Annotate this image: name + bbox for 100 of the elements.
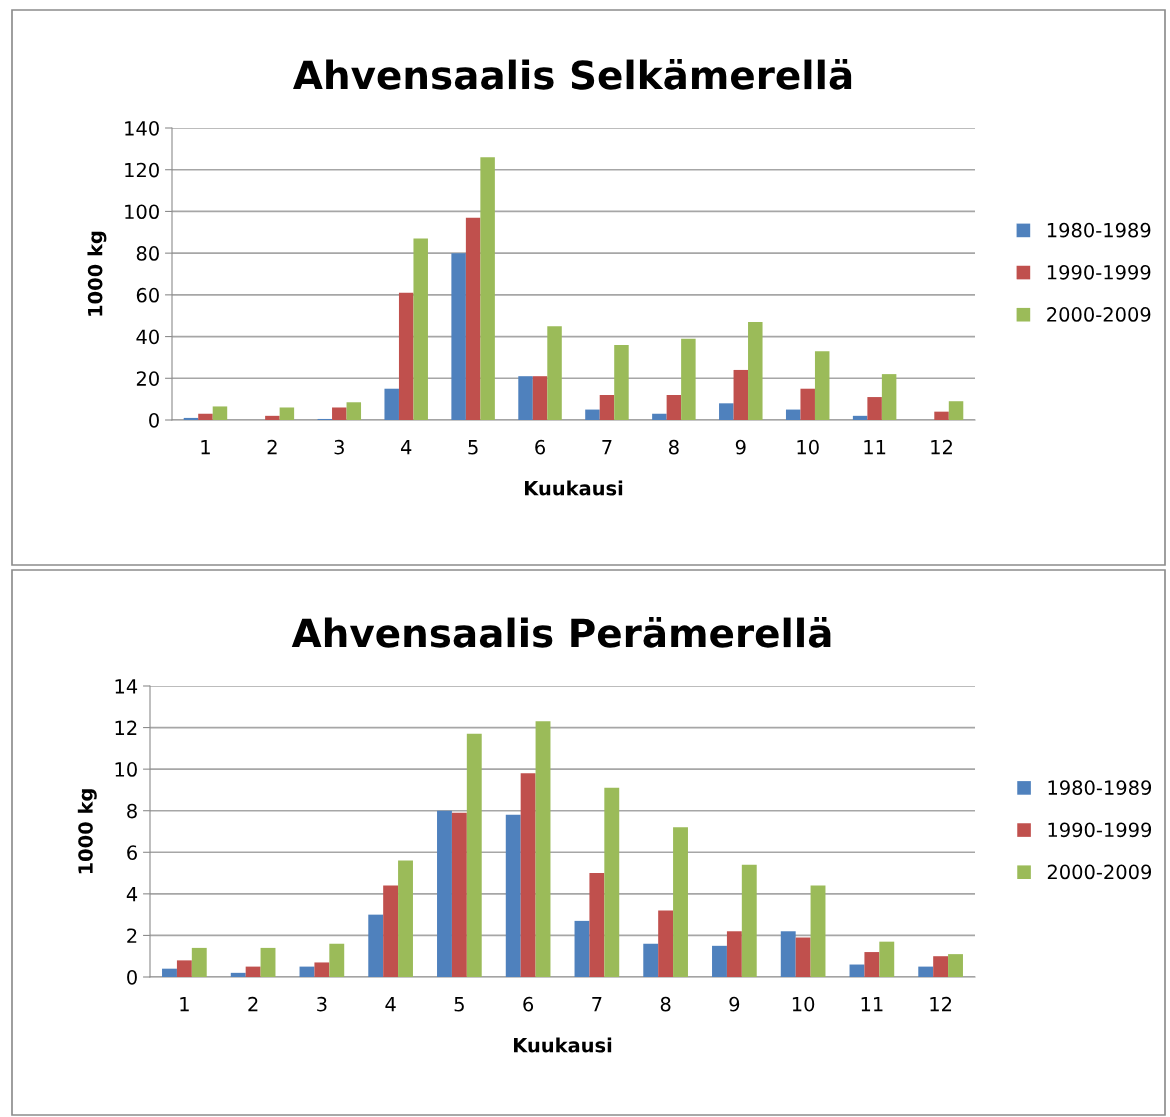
legend-label: 1980-1989 — [1047, 222, 1151, 238]
y-tick-label: 80 — [136, 246, 159, 261]
bar — [614, 344, 629, 420]
bar — [368, 914, 384, 977]
bar — [748, 321, 763, 420]
bar — [535, 721, 551, 977]
bar — [948, 954, 963, 977]
x-tick-label: 11 — [864, 440, 886, 455]
y-tick-label: 100 — [125, 204, 159, 220]
bar — [934, 411, 949, 420]
bar — [810, 885, 826, 977]
bar — [451, 253, 466, 420]
y-tick-label: 0 — [127, 969, 137, 985]
chart-title: Ahvensaalis Selkämerellä — [293, 59, 852, 90]
x-tick-label: 10 — [797, 439, 819, 455]
x-tick-label: 5 — [454, 997, 464, 1012]
y-tick-label: 60 — [136, 287, 159, 303]
bar — [451, 812, 467, 977]
bar — [520, 773, 536, 977]
bar — [741, 864, 757, 977]
bar — [666, 394, 682, 420]
x-tick-label: 4 — [400, 440, 412, 455]
bar — [604, 787, 620, 977]
bar — [726, 931, 742, 977]
bar — [814, 351, 830, 420]
bar — [658, 910, 674, 977]
x-tick-label: 3 — [334, 439, 344, 455]
x-tick-label: 4 — [385, 997, 396, 1012]
y-tick-label: 10 — [115, 762, 137, 777]
x-tick-label: 2 — [248, 996, 258, 1012]
bar — [299, 966, 315, 977]
bar — [198, 413, 213, 420]
bar — [230, 972, 246, 977]
x-tick-label: 2 — [267, 439, 277, 455]
bar — [480, 157, 495, 420]
bar — [933, 956, 949, 977]
bar — [948, 401, 964, 420]
bar — [384, 388, 399, 420]
x-tick-label: 8 — [669, 439, 679, 455]
x-tick-label: 6 — [523, 996, 534, 1012]
y-tick-label: 0 — [149, 412, 159, 428]
bar — [383, 885, 399, 977]
y-tick-label: 140 — [125, 120, 159, 136]
bar — [279, 407, 295, 420]
bar — [585, 409, 600, 420]
y-tick-label: 20 — [136, 371, 159, 386]
x-tick-label: 3 — [317, 996, 327, 1012]
bar — [329, 943, 345, 977]
y-tick-label: 40 — [136, 329, 159, 345]
y-tick-label: 120 — [125, 162, 159, 178]
x-tick-label: 10 — [792, 996, 815, 1012]
bar — [719, 403, 734, 420]
bar — [437, 810, 452, 977]
bar — [265, 415, 280, 420]
bar — [212, 406, 228, 420]
x-tick-label: 9 — [729, 996, 740, 1012]
bar — [465, 217, 481, 420]
y-axis-title: 1000 kg — [87, 231, 107, 316]
bar — [191, 947, 207, 977]
y-tick-label: 6 — [127, 845, 137, 860]
bar — [867, 397, 882, 420]
bar — [780, 931, 796, 977]
bar — [681, 338, 696, 420]
bar — [532, 376, 548, 420]
x-tick-label: 1 — [180, 997, 189, 1012]
bar — [176, 960, 192, 977]
x-tick-label: 11 — [861, 997, 883, 1012]
chart-title: Ahvensaalis Perämerellä — [291, 617, 831, 648]
bar — [346, 402, 362, 420]
bar — [852, 415, 868, 420]
bar — [652, 413, 667, 420]
bar — [398, 292, 414, 420]
bar — [466, 733, 482, 977]
bar — [413, 238, 428, 420]
y-tick-label: 12 — [115, 720, 137, 735]
y-tick-label: 2 — [127, 928, 137, 943]
bar — [864, 952, 880, 977]
y-axis-title: 1000 kg — [77, 789, 97, 874]
bar — [800, 388, 815, 420]
legend-label: 2000-2009 — [1047, 307, 1151, 322]
bar — [795, 937, 811, 977]
y-tick-label: 14 — [115, 679, 138, 694]
bar — [245, 966, 261, 977]
y-tick-label: 8 — [127, 803, 137, 819]
y-tick-label: 4 — [126, 887, 138, 902]
x-tick-label: 12 — [930, 996, 952, 1012]
x-tick-label: 1 — [201, 440, 210, 455]
bar — [162, 968, 177, 977]
x-tick-label: 9 — [735, 439, 746, 455]
legend-label: 2000-2009 — [1047, 864, 1152, 880]
bar — [574, 920, 590, 977]
x-tick-label: 12 — [931, 439, 952, 455]
bar — [879, 941, 895, 977]
legend-label: 1990-1999 — [1048, 822, 1152, 838]
bar — [712, 945, 727, 977]
x-tick-label: 7 — [602, 440, 612, 455]
bar — [599, 394, 615, 420]
x-axis-title: Kuukausi — [525, 480, 623, 496]
x-tick-label: 6 — [535, 439, 545, 455]
bar — [332, 407, 347, 420]
